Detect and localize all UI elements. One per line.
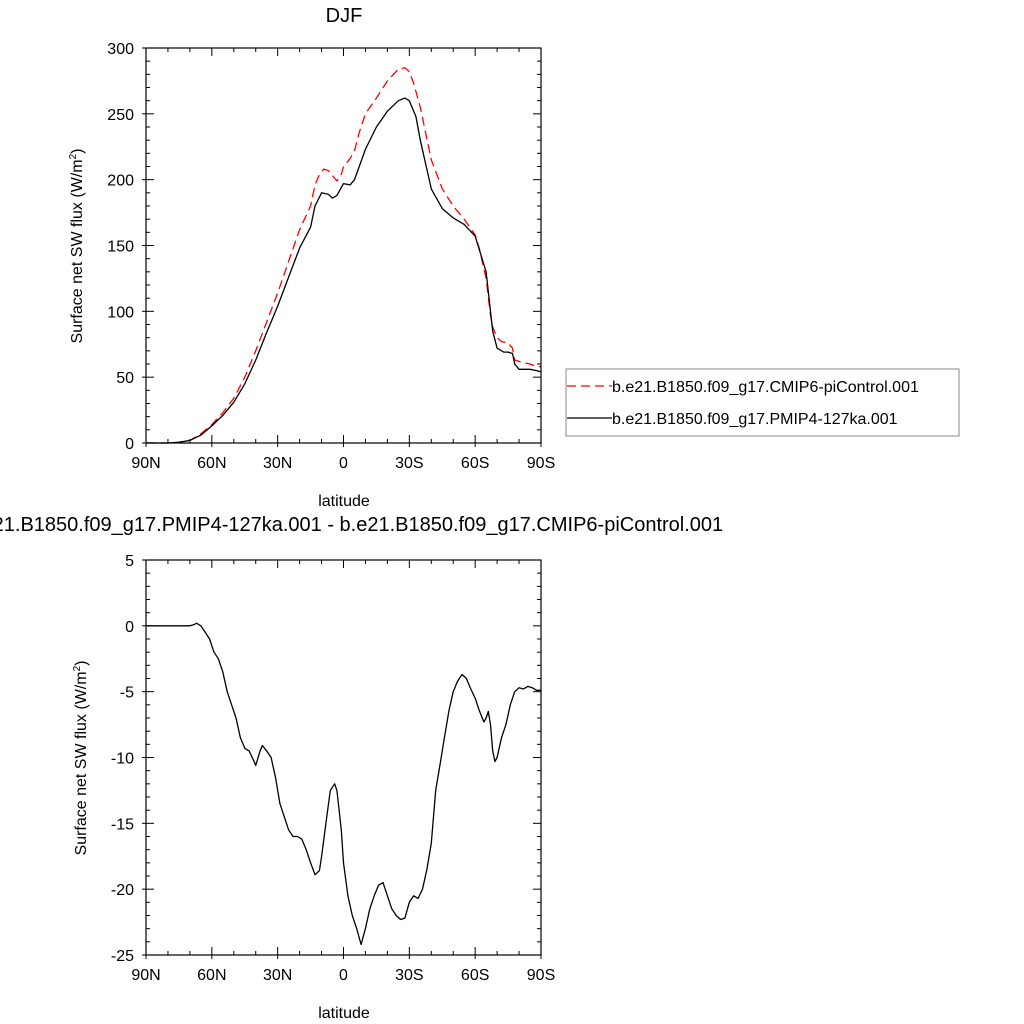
top-x-tick-label: 0 (339, 455, 348, 472)
top-y-ticks: 0 50 100 150 200 250 300 (107, 41, 541, 453)
bottom-y-tick-label: 5 (125, 553, 134, 570)
bottom-y-tick-label: 0 (125, 619, 134, 636)
bottom-series-layer (146, 622, 541, 946)
top-x-tick-label: 90N (131, 455, 160, 472)
top-plot-frame (145, 47, 542, 444)
bottom-x-tick-label: 60N (197, 967, 226, 984)
bottom-x-tick-label: 60S (461, 967, 489, 984)
top-panel: DJF 90N 60N 30N 0 30S 60S 90S 0 50 100 150 200 250 3… (68, 5, 960, 510)
top-x-tick-label: 30S (395, 455, 423, 472)
top-x-tick-label: 60S (461, 455, 489, 472)
top-series-line-0 (146, 67, 541, 444)
bottom-y-axis-label: Surface net SW flux (W/m2) (72, 661, 90, 856)
top-y-axis-label-sup: 2 (68, 153, 79, 159)
bottom-x-ticks: 90N 60N 30N 0 30S 60S 90S (131, 560, 555, 984)
bottom-y-tick-label: -20 (111, 882, 134, 899)
bottom-x-tick-label: 90N (131, 967, 160, 984)
bottom-y-tick-label: -10 (111, 751, 134, 768)
legend-label-127ka: b.e21.B1850.f09_g17.PMIP4-127ka.001 (612, 411, 898, 428)
legend-box (565, 368, 960, 437)
bottom-x-tick-label: 90S (527, 967, 555, 984)
top-y-tick-label: 300 (107, 41, 134, 58)
bottom-x-axis-label: latitude (318, 1005, 370, 1022)
legend: b.e21.B1850.f09_g17.CMIP6-piControl.001 … (565, 368, 960, 437)
bottom-x-tick-label: 0 (339, 967, 348, 984)
top-x-tick-label: 60N (197, 455, 226, 472)
bottom-y-tick-label: -5 (120, 685, 134, 702)
top-y-tick-label: 200 (107, 173, 134, 190)
bottom-panel: b.e21.B1850.f09_g17.PMIP4-127ka.001 - b.… (0, 514, 723, 1022)
legend-label-control: b.e21.B1850.f09_g17.CMIP6-piControl.001 (612, 379, 919, 396)
top-series-layer (146, 67, 542, 444)
top-y-tick-label: 150 (107, 239, 134, 256)
top-y-tick-label: 250 (107, 107, 134, 124)
bottom-y-axis-label-end: ) (73, 661, 90, 666)
top-y-tick-label: 0 (125, 436, 134, 453)
bottom-y-ticks: -25 -20 -15 -10 -5 0 5 (111, 553, 541, 965)
top-x-tick-label: 90S (527, 455, 555, 472)
bottom-x-tick-label: 30N (263, 967, 292, 984)
top-y-axis-label: Surface net SW flux (W/m2) (68, 149, 86, 344)
bottom-x-tick-label: 30S (395, 967, 423, 984)
bottom-y-axis-label-sup: 2 (72, 665, 83, 671)
top-x-axis-label: latitude (318, 493, 370, 510)
top-y-axis-label-main: Surface net SW flux (W/m (69, 159, 86, 343)
top-y-tick-label: 100 (107, 304, 134, 321)
bottom-series-line-0 (146, 622, 541, 946)
bottom-y-axis-label-main: Surface net SW flux (W/m (73, 671, 90, 855)
bottom-chart-title: b.e21.B1850.f09_g17.PMIP4-127ka.001 - b.… (0, 514, 723, 536)
top-x-tick-label: 30N (263, 455, 292, 472)
top-x-ticks: 90N 60N 30N 0 30S 60S 90S (131, 48, 555, 472)
top-y-axis-label-end: ) (69, 149, 86, 154)
bottom-plot-frame (145, 559, 542, 956)
bottom-y-tick-label: -25 (111, 948, 134, 965)
bottom-y-tick-label: -15 (111, 816, 134, 833)
top-y-tick-label: 50 (116, 370, 134, 387)
top-chart-title: DJF (326, 5, 363, 27)
top-series-line-1 (146, 97, 542, 444)
